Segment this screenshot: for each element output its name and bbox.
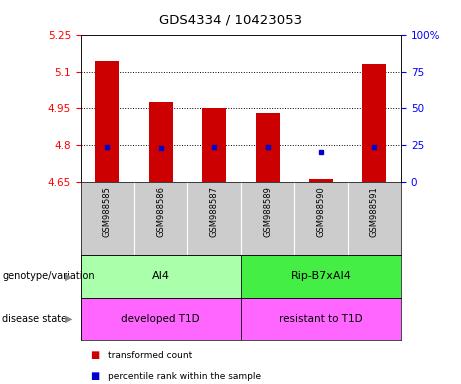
Bar [241, 298, 401, 340]
Text: resistant to T1D: resistant to T1D [279, 314, 363, 324]
Text: ■: ■ [90, 371, 99, 381]
Text: Rip-B7xAI4: Rip-B7xAI4 [290, 271, 351, 281]
Bar [95, 61, 119, 182]
Bar [362, 64, 386, 182]
Text: GSM988585: GSM988585 [103, 186, 112, 237]
Bar [309, 179, 333, 182]
Text: AI4: AI4 [152, 271, 170, 281]
Text: percentile rank within the sample: percentile rank within the sample [108, 372, 261, 381]
Bar [241, 255, 401, 298]
Bar [255, 113, 279, 182]
Text: genotype/variation: genotype/variation [2, 271, 95, 281]
Text: GSM988589: GSM988589 [263, 186, 272, 237]
Text: ▶: ▶ [65, 271, 73, 281]
Text: GDS4334 / 10423053: GDS4334 / 10423053 [159, 13, 302, 26]
Bar [81, 298, 241, 340]
Text: disease state: disease state [2, 314, 67, 324]
Text: GSM988586: GSM988586 [156, 186, 165, 237]
Text: developed T1D: developed T1D [121, 314, 200, 324]
Text: ▶: ▶ [65, 314, 73, 324]
Bar [149, 102, 173, 182]
Text: GSM988591: GSM988591 [370, 186, 379, 237]
Bar [81, 255, 241, 298]
Text: GSM988587: GSM988587 [210, 186, 219, 237]
Text: GSM988590: GSM988590 [316, 186, 325, 237]
Text: transformed count: transformed count [108, 351, 193, 360]
Bar [202, 109, 226, 182]
Text: ■: ■ [90, 350, 99, 360]
